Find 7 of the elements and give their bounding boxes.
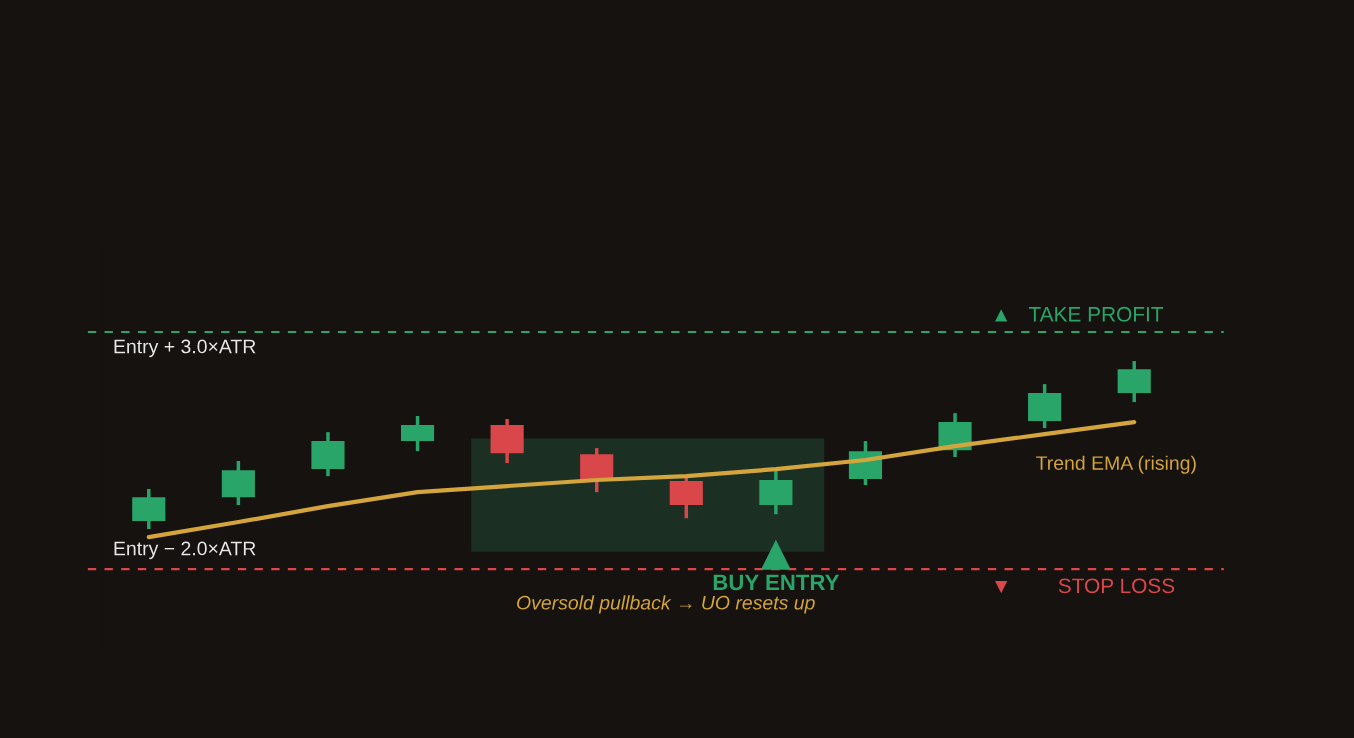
text: Entry − 2.0×ATR	[114, 541, 256, 560]
text: BUY ENTRY	[713, 574, 840, 591]
ref-line-label: ▼ STOP LOSS	[995, 578, 1175, 594]
text: Entry + 3.0×ATR	[114, 339, 256, 358]
text: Oversold pullback → UO resets up	[517, 595, 815, 614]
series-label: Trend EMA (rising)	[1036, 455, 1196, 474]
ref-line-label: ▲ TAKE PROFIT	[995, 306, 1164, 322]
